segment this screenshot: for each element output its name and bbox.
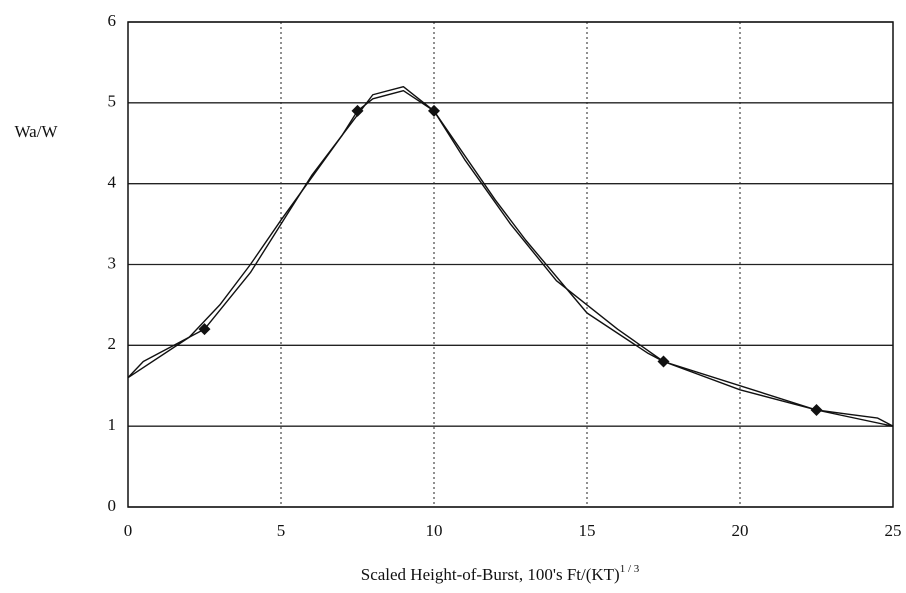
data-point bbox=[428, 104, 440, 117]
y-tick-label: 2 bbox=[108, 334, 117, 353]
data-point bbox=[351, 104, 364, 117]
x-tick-label: 5 bbox=[277, 521, 286, 540]
data-point bbox=[198, 323, 211, 336]
y-axis-label: Wa/W bbox=[15, 122, 59, 141]
x-axis-label-superscript: 1 / 3 bbox=[620, 563, 640, 575]
x-tick-label: 10 bbox=[426, 521, 443, 540]
y-tick-label: 5 bbox=[108, 92, 117, 111]
x-axis-label-main: Scaled Height-of-Burst, 100's Ft/(KT) bbox=[361, 565, 620, 584]
x-tick-label: 0 bbox=[124, 521, 133, 540]
data-point bbox=[810, 404, 823, 416]
y-tick-label: 4 bbox=[108, 173, 117, 192]
plot-frame bbox=[127, 21, 894, 508]
x-axis-label: Scaled Height-of-Burst, 100's Ft/(KT)1 /… bbox=[361, 563, 640, 584]
y-tick-label: 6 bbox=[108, 11, 117, 30]
data-line bbox=[127, 85, 894, 427]
data-point bbox=[657, 355, 670, 368]
x-tick-label: 20 bbox=[732, 521, 749, 540]
x-tick-label: 15 bbox=[579, 521, 596, 540]
y-tick-label: 0 bbox=[108, 496, 117, 515]
x-tick-label: 25 bbox=[885, 521, 902, 540]
data-line bbox=[127, 90, 894, 427]
y-tick-label: 3 bbox=[108, 253, 117, 272]
y-tick-label: 1 bbox=[108, 415, 117, 434]
